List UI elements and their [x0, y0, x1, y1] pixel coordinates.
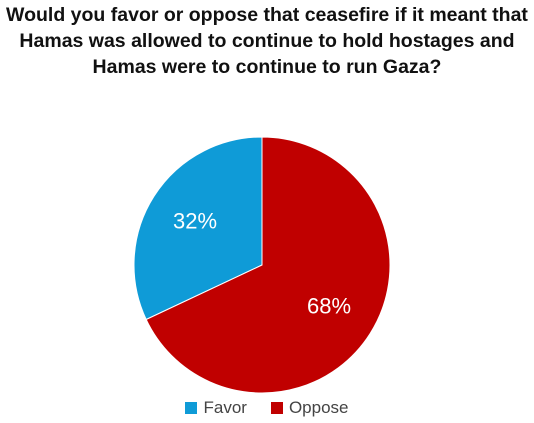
- chart-title-line-3: Hamas were to continue to run Gaza?: [92, 56, 442, 78]
- data-label-oppose: 68%: [307, 293, 351, 318]
- legend-item-favor: Favor: [185, 398, 247, 418]
- legend-swatch-favor: [185, 402, 198, 414]
- data-label-favor: 32%: [173, 208, 217, 233]
- legend-swatch-oppose: [270, 402, 283, 414]
- chart-title: Would you favor or oppose that ceasefire…: [0, 2, 534, 80]
- pie-slice-oppose: [145, 136, 391, 394]
- legend-item-oppose: Oppose: [270, 398, 349, 418]
- pie-slice-favor: [133, 136, 263, 321]
- legend-label-oppose: Oppose: [288, 398, 349, 417]
- chart-title-line-2: Hamas was allowed to continue to hold ho…: [19, 30, 515, 52]
- chart-title-line-1: Would you favor or oppose that ceasefire…: [6, 4, 528, 26]
- chart-legend: Favor Oppose: [0, 398, 534, 418]
- legend-label-favor: Favor: [203, 398, 247, 417]
